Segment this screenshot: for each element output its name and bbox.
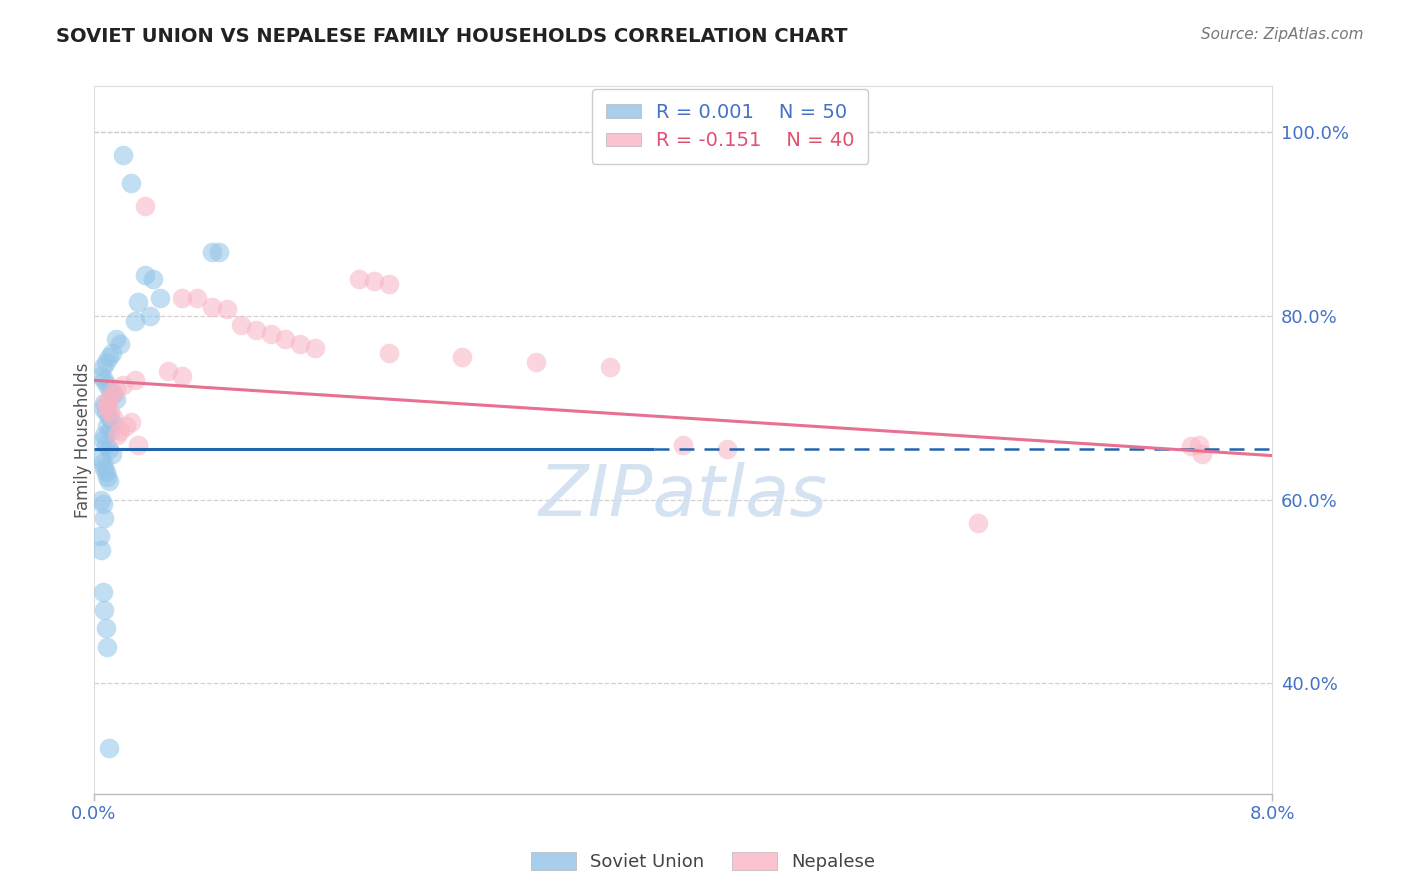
Point bbox=[93, 373, 115, 387]
Legend: R = 0.001    N = 50, R = -0.151    N = 40: R = 0.001 N = 50, R = -0.151 N = 40 bbox=[592, 89, 869, 164]
Point bbox=[105, 383, 128, 397]
Point bbox=[97, 740, 120, 755]
Point bbox=[100, 387, 122, 401]
Point bbox=[347, 272, 370, 286]
Point bbox=[96, 640, 118, 654]
Point bbox=[172, 291, 194, 305]
Text: SOVIET UNION VS NEPALESE FAMILY HOUSEHOLDS CORRELATION CHART: SOVIET UNION VS NEPALESE FAMILY HOUSEHOL… bbox=[56, 27, 848, 45]
Point bbox=[127, 437, 149, 451]
Point bbox=[215, 301, 238, 316]
Point bbox=[377, 345, 399, 359]
Point bbox=[201, 244, 224, 259]
Point bbox=[451, 351, 474, 365]
Point bbox=[91, 359, 114, 374]
Point bbox=[134, 199, 156, 213]
Point bbox=[98, 405, 121, 419]
Point bbox=[966, 516, 988, 530]
Point bbox=[91, 584, 114, 599]
Point bbox=[91, 456, 114, 470]
Point bbox=[115, 419, 138, 434]
Point bbox=[93, 396, 115, 410]
Point bbox=[110, 424, 132, 438]
Point bbox=[1191, 447, 1213, 461]
Point bbox=[124, 373, 146, 387]
Point bbox=[96, 419, 118, 434]
Point bbox=[97, 392, 120, 406]
Point bbox=[208, 244, 231, 259]
Point bbox=[90, 543, 112, 558]
Point bbox=[94, 437, 117, 451]
Point bbox=[112, 378, 135, 392]
Point bbox=[105, 392, 128, 406]
Point bbox=[98, 424, 121, 438]
Point bbox=[97, 410, 120, 425]
Point bbox=[124, 313, 146, 327]
Legend: Soviet Union, Nepalese: Soviet Union, Nepalese bbox=[523, 845, 883, 879]
Point bbox=[260, 327, 283, 342]
Point bbox=[89, 529, 111, 543]
Point bbox=[91, 433, 114, 447]
Point bbox=[100, 345, 122, 359]
Point bbox=[110, 336, 132, 351]
Point bbox=[288, 336, 311, 351]
Point bbox=[304, 341, 326, 355]
Point bbox=[93, 460, 115, 475]
Point bbox=[524, 355, 547, 369]
Point bbox=[100, 415, 122, 429]
Y-axis label: Family Households: Family Households bbox=[75, 362, 91, 517]
Point bbox=[94, 465, 117, 479]
Point bbox=[142, 272, 165, 286]
Point bbox=[94, 355, 117, 369]
Point bbox=[105, 332, 128, 346]
Point bbox=[120, 415, 142, 429]
Point bbox=[716, 442, 738, 457]
Point bbox=[101, 410, 124, 425]
Point bbox=[1188, 437, 1211, 451]
Point bbox=[96, 401, 118, 415]
Point bbox=[149, 291, 172, 305]
Point bbox=[672, 437, 695, 451]
Text: ZIPatlas: ZIPatlas bbox=[538, 462, 828, 531]
Point bbox=[377, 277, 399, 291]
Text: Source: ZipAtlas.com: Source: ZipAtlas.com bbox=[1201, 27, 1364, 42]
Point bbox=[90, 451, 112, 466]
Point bbox=[599, 359, 621, 374]
Point bbox=[134, 268, 156, 282]
Point bbox=[94, 405, 117, 419]
Point bbox=[231, 318, 253, 333]
Point bbox=[93, 603, 115, 617]
Point bbox=[1180, 440, 1202, 454]
Point bbox=[156, 364, 179, 378]
Point bbox=[98, 383, 121, 397]
Point bbox=[107, 428, 129, 442]
Point bbox=[101, 387, 124, 401]
Point bbox=[201, 300, 224, 314]
Point bbox=[91, 497, 114, 511]
Point bbox=[363, 274, 385, 288]
Point bbox=[186, 291, 208, 305]
Point bbox=[96, 469, 118, 483]
Point bbox=[245, 323, 267, 337]
Point bbox=[274, 332, 297, 346]
Point bbox=[172, 368, 194, 383]
Point bbox=[97, 475, 120, 489]
Point bbox=[127, 295, 149, 310]
Point bbox=[97, 351, 120, 365]
Point bbox=[93, 511, 115, 525]
Point bbox=[94, 621, 117, 635]
Point bbox=[90, 368, 112, 383]
Point bbox=[90, 492, 112, 507]
Point bbox=[94, 396, 117, 410]
Point bbox=[112, 148, 135, 162]
Point bbox=[100, 447, 122, 461]
Point bbox=[97, 442, 120, 457]
Point bbox=[120, 176, 142, 190]
Point bbox=[96, 378, 118, 392]
Point bbox=[93, 428, 115, 442]
Point bbox=[139, 309, 162, 323]
Point bbox=[91, 401, 114, 415]
